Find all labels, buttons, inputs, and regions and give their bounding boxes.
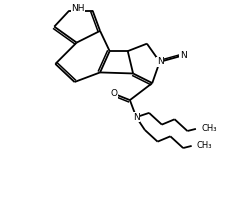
Text: CH₃: CH₃ (201, 124, 217, 133)
Text: O: O (110, 89, 117, 98)
Text: CH₃: CH₃ (197, 141, 212, 150)
Text: N: N (180, 51, 186, 60)
Text: N: N (157, 57, 164, 66)
Text: N: N (133, 113, 140, 122)
Text: NH: NH (71, 4, 84, 13)
